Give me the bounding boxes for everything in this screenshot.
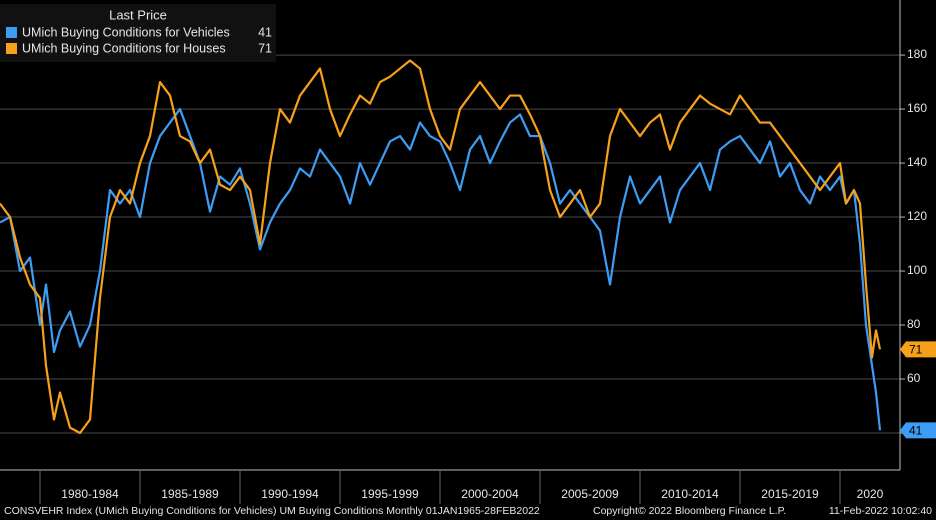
y-tick-label: 120 — [907, 209, 927, 223]
y-tick-label: 80 — [907, 317, 921, 331]
legend-title: Last Price — [109, 7, 167, 22]
y-tick-label: 60 — [907, 371, 921, 385]
plot-lines — [0, 59, 882, 435]
y-tick-label: 100 — [907, 263, 927, 277]
last-value-tag — [900, 341, 936, 358]
last-value-tag — [900, 422, 936, 439]
footer-source: CONSVEHR Index (UMich Buying Conditions … — [4, 505, 540, 517]
y-tick-label: 180 — [907, 47, 927, 61]
x-tick-label: 2020 — [857, 487, 884, 501]
footer-date: 11-Feb-2022 10:02:40 — [829, 505, 932, 517]
x-tick-label: 2015-2019 — [761, 487, 819, 501]
legend-value: 41 — [258, 25, 272, 39]
x-tick-label: 2010-2014 — [661, 487, 719, 501]
legend-swatch — [6, 27, 17, 38]
y-tick-label: 140 — [907, 155, 927, 169]
legend-value: 71 — [258, 41, 272, 55]
legend-swatch — [6, 43, 17, 54]
y-tick-label: 160 — [907, 101, 927, 115]
x-tick-label: 1995-1999 — [361, 487, 419, 501]
legend: UMich Buying Conditions for Vehicles 41 UM… — [6, 25, 272, 55]
legend-label: UMich Buying Conditions for Houses — [22, 41, 226, 55]
x-tick-label: 1985-1989 — [161, 487, 219, 501]
footer-copyright: Copyright© 2022 Bloomberg Finance L.P. — [593, 505, 786, 517]
last-value-label: 71 — [909, 342, 923, 356]
series-line — [0, 107, 882, 431]
x-tick-label: 1980-1984 — [61, 487, 119, 501]
axis: 4060801001201401601801980-19841985-19891… — [39, 47, 936, 504]
x-tick-label: 2005-2009 — [561, 487, 619, 501]
legend-label: UMich Buying Conditions for Vehicles — [22, 25, 230, 39]
x-tick-label: 2000-2004 — [461, 487, 519, 501]
x-tick-label: 1990-1994 — [261, 487, 319, 501]
last-value-label: 41 — [909, 423, 923, 437]
legend-box — [0, 4, 276, 62]
series-line — [0, 59, 882, 435]
